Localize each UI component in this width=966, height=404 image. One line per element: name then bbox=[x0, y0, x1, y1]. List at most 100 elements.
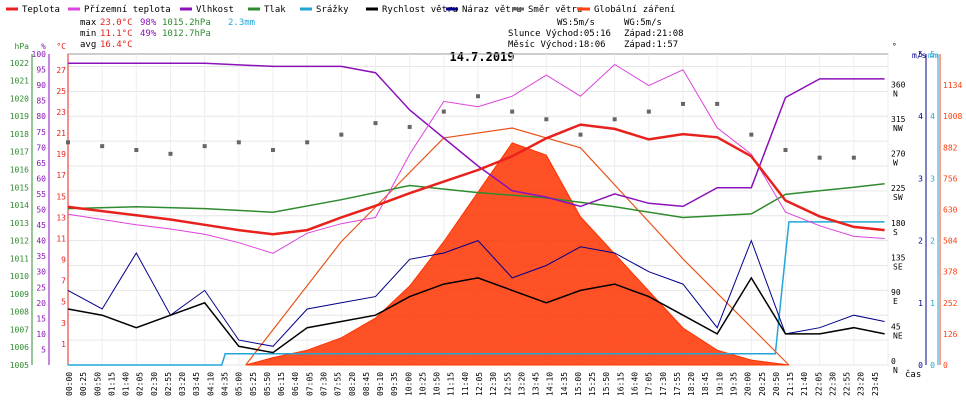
stat-min-label: min bbox=[80, 29, 96, 39]
celsius-axis-tick-2: 5 bbox=[61, 298, 66, 307]
x-tick-14: 05:50 bbox=[263, 372, 272, 396]
series-rain bbox=[68, 221, 885, 366]
radiation-tick-3: 378 bbox=[943, 268, 958, 277]
stat-max-label: max bbox=[80, 18, 97, 28]
x-tick-1: 00:25 bbox=[79, 372, 88, 396]
x-tick-16: 06:40 bbox=[291, 372, 300, 396]
radiation-tick-4: 504 bbox=[943, 237, 958, 246]
wind-direction-point-0 bbox=[66, 140, 70, 145]
x-tick-3: 01:15 bbox=[107, 372, 116, 396]
wind-axis-unit: m/s bbox=[912, 51, 927, 60]
stat-max-press: 1015.2hPa bbox=[162, 18, 211, 28]
x-tick-12: 05:00 bbox=[235, 372, 244, 396]
hpa-axis-tick-11: 1016 bbox=[10, 166, 29, 175]
hpa-axis-tick-9: 1014 bbox=[10, 201, 29, 210]
x-tick-50: 20:50 bbox=[772, 372, 781, 396]
direction-dir-1: NE bbox=[893, 331, 903, 340]
direction-tick-6: 270 bbox=[891, 150, 906, 159]
stat-min-press: 1012.7hPa bbox=[162, 29, 211, 39]
hpa-axis-tick-8: 1013 bbox=[10, 219, 29, 228]
stat-max-hum: 98% bbox=[140, 18, 157, 28]
percent-axis-tick-1: 10 bbox=[36, 330, 46, 339]
celsius-axis-tick-7: 15 bbox=[56, 192, 66, 201]
celsius-axis-tick-11: 23 bbox=[56, 108, 66, 117]
x-tick-22: 09:10 bbox=[376, 372, 385, 396]
series-humidity bbox=[68, 62, 885, 208]
x-tick-18: 07:30 bbox=[319, 372, 328, 396]
hpa-axis-tick-13: 1018 bbox=[10, 130, 29, 139]
celsius-axis-tick-10: 21 bbox=[56, 129, 66, 138]
wind-direction-point-17 bbox=[646, 109, 651, 114]
percent-axis-tick-16: 85 bbox=[36, 97, 46, 106]
series-pressure bbox=[67, 182, 885, 219]
astro-sun-set: Západ:21:08 bbox=[624, 29, 684, 39]
x-tick-8: 03:20 bbox=[178, 372, 187, 396]
direction-tick-2: 90 bbox=[891, 288, 901, 297]
x-tick-26: 10:50 bbox=[433, 372, 442, 396]
hpa-axis-tick-2: 1007 bbox=[10, 325, 29, 334]
x-tick-55: 22:55 bbox=[843, 372, 852, 396]
radiation-tick-1: 126 bbox=[943, 330, 958, 339]
wind-direction-point-3 bbox=[168, 151, 173, 156]
wind-direction-point-13 bbox=[510, 109, 515, 114]
series-ground-temperature bbox=[67, 63, 885, 254]
wind-tick-3: 3 bbox=[918, 174, 923, 183]
rain-tick-0: 0 bbox=[930, 361, 935, 370]
x-tick-0: 00:00 bbox=[65, 372, 74, 396]
hpa-axis-tick-4: 1009 bbox=[10, 290, 29, 299]
x-tick-10: 04:10 bbox=[206, 372, 215, 396]
radiation-tick-5: 630 bbox=[943, 206, 958, 215]
x-tick-15: 06:15 bbox=[277, 372, 286, 396]
wind-tick-2: 2 bbox=[918, 237, 923, 246]
x-tick-5: 02:05 bbox=[136, 372, 145, 396]
percent-axis-tick-18: 95 bbox=[36, 66, 46, 75]
stat-avg-label: avg bbox=[80, 40, 96, 50]
stat-avg-temp: 16.4°C bbox=[100, 40, 133, 50]
x-tick-25: 10:25 bbox=[418, 372, 427, 396]
astro-sun: Slunce Východ:05:16 bbox=[508, 29, 611, 39]
hpa-axis-tick-17: 1022 bbox=[10, 59, 29, 68]
hpa-axis-tick-16: 1021 bbox=[10, 77, 29, 86]
direction-tick-1: 45 bbox=[891, 322, 901, 331]
wind-direction-point-4 bbox=[202, 144, 207, 149]
wind-tick-1: 1 bbox=[918, 299, 923, 308]
astro-block: WS:5m/s WG:5m/s Slunce Východ:05:16 Zápa… bbox=[508, 18, 684, 50]
x-axis-unit: čas bbox=[905, 369, 921, 380]
radiation-tick-6: 756 bbox=[943, 174, 958, 183]
rain-tick-4: 4 bbox=[930, 112, 935, 121]
astro-moon-set: Západ:1:57 bbox=[624, 40, 678, 50]
wind-direction-point-5 bbox=[236, 140, 241, 145]
legend-label-5: Rychlost větru bbox=[382, 5, 458, 15]
wind-direction-point-21 bbox=[783, 147, 788, 152]
legend-label-2: Vlhkost bbox=[196, 5, 234, 15]
percent-axis-tick-3: 20 bbox=[36, 299, 46, 308]
stat-min-hum: 49% bbox=[140, 29, 157, 39]
direction-tick-4: 180 bbox=[891, 219, 906, 228]
direction-tick-8: 360 bbox=[891, 81, 906, 90]
rain-axis-unit: mm bbox=[928, 51, 938, 60]
x-tick-37: 15:25 bbox=[588, 372, 597, 396]
x-tick-33: 13:45 bbox=[532, 372, 541, 396]
wind-direction-point-14 bbox=[544, 117, 549, 122]
x-tick-38: 15:50 bbox=[602, 372, 611, 396]
legend-label-1: Přízemní teplota bbox=[84, 5, 171, 15]
direction-dir-6: W bbox=[893, 159, 898, 168]
x-tick-43: 17:55 bbox=[673, 372, 682, 396]
celsius-axis-tick-9: 19 bbox=[56, 150, 66, 159]
direction-dir-0: N bbox=[893, 366, 898, 375]
hpa-axis-tick-3: 1008 bbox=[10, 308, 29, 317]
radiation-tick-7: 882 bbox=[943, 143, 958, 152]
percent-axis-tick-2: 15 bbox=[36, 314, 46, 323]
series-wind-gust bbox=[67, 239, 885, 347]
wind-direction-point-22 bbox=[817, 155, 822, 160]
x-tick-2: 00:50 bbox=[93, 372, 102, 396]
wind-tick-0: 0 bbox=[918, 361, 923, 370]
x-tick-40: 16:40 bbox=[631, 372, 640, 396]
percent-axis-tick-17: 90 bbox=[36, 81, 46, 90]
x-tick-7: 02:55 bbox=[164, 372, 173, 396]
wind-direction-point-18 bbox=[681, 101, 685, 106]
hpa-axis-tick-15: 1020 bbox=[10, 94, 29, 103]
x-tick-17: 07:05 bbox=[305, 372, 314, 396]
axes: hPa1005100610071008100910101011101210131… bbox=[10, 42, 963, 375]
celsius-axis-tick-5: 11 bbox=[56, 234, 66, 243]
